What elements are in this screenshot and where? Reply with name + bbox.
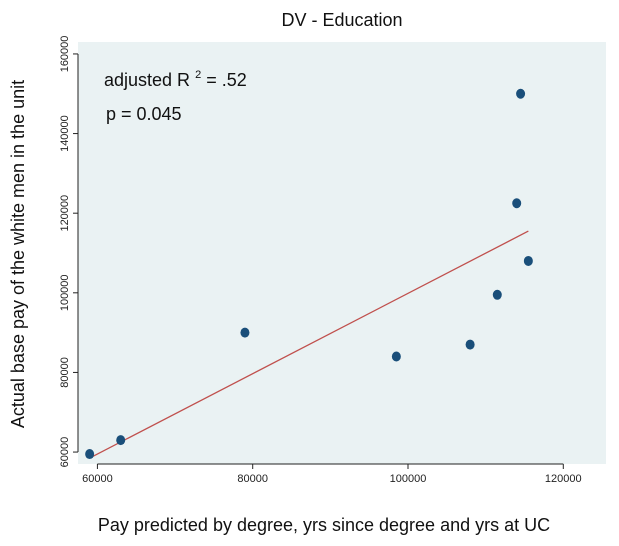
x-tick-label: 120000 (545, 473, 582, 485)
scatter-points (85, 88, 533, 460)
p-value-annotation: p = 0.045 (106, 104, 182, 124)
scatter-point (391, 351, 401, 362)
scatter-point (492, 289, 502, 300)
scatter-point (523, 255, 533, 266)
x-tick-label: 60000 (82, 473, 113, 485)
chart-title: DV - Education (281, 10, 402, 30)
plot-area (78, 42, 606, 464)
r-squared-value: = .52 (206, 70, 247, 90)
y-tick-label: 160000 (59, 36, 71, 73)
scatter-point (85, 449, 95, 460)
r-squared-prefix: adjusted R (104, 70, 190, 90)
y-tick-label: 120000 (59, 195, 71, 232)
x-axis: 60000 80000 100000 120000 (82, 463, 582, 485)
x-tick-label: 100000 (390, 473, 427, 485)
x-axis-title: Pay predicted by degree, yrs since degre… (98, 515, 550, 535)
y-tick-label: 80000 (59, 357, 71, 388)
y-tick-label: 100000 (59, 274, 71, 311)
scatter-point (512, 198, 522, 209)
y-tick-label: 60000 (59, 437, 71, 468)
scatter-point (465, 339, 475, 350)
scatter-point (516, 88, 526, 99)
y-tick-label: 140000 (59, 115, 71, 152)
x-tick-label: 80000 (237, 473, 268, 485)
r-squared-superscript: 2 (195, 69, 201, 81)
scatter-point (240, 327, 250, 338)
scatter-point (116, 435, 126, 446)
regression-line (89, 230, 529, 459)
r-squared-annotation: adjusted R 2 = .52 (104, 62, 247, 90)
y-axis-title: Actual base pay of the white men in the … (8, 80, 28, 428)
y-axis: 60000 80000 100000 120000 140000 160000 (59, 36, 79, 468)
